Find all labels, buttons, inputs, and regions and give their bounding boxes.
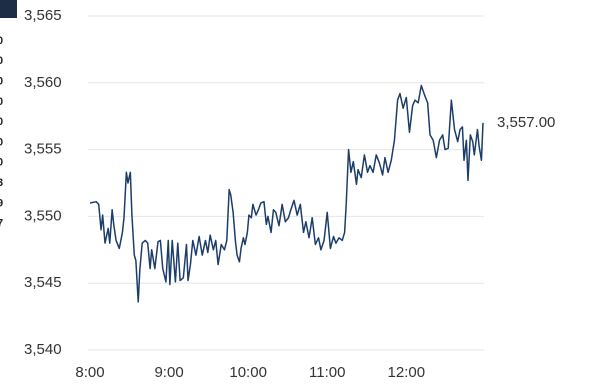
cropped-label: 3 xyxy=(0,177,3,189)
x-tick-label: 10:00 xyxy=(229,364,267,381)
cropped-label: 7 xyxy=(0,218,3,230)
price-line xyxy=(89,84,484,303)
x-tick-label: 9:00 xyxy=(154,364,183,381)
x-tick-label: 11:00 xyxy=(309,364,345,381)
cropped-panel-header xyxy=(0,0,17,18)
cropped-label: 0 xyxy=(0,55,3,67)
cropped-label: 0 xyxy=(0,76,3,88)
cropped-label: 0 xyxy=(0,96,3,108)
cropped-label: 9 xyxy=(0,197,3,209)
last-value-label: 3,557.00 xyxy=(497,114,555,131)
x-tick-label: 8:00 xyxy=(75,364,104,381)
x-tick-label: 12:00 xyxy=(388,364,426,381)
cropped-label: 0 xyxy=(0,136,3,148)
cropped-label: 0 xyxy=(0,116,3,128)
cropped-label: 0 xyxy=(0,35,3,47)
cropped-label: 0 xyxy=(0,157,3,169)
y-tick-label: 3,560 xyxy=(24,74,62,91)
y-tick-label: 3,555 xyxy=(24,141,62,158)
y-tick-label: 3,565 xyxy=(24,7,62,24)
y-tick-label: 3,550 xyxy=(24,207,62,224)
y-tick-label: 3,540 xyxy=(24,341,62,358)
y-tick-label: 3,545 xyxy=(24,274,62,291)
